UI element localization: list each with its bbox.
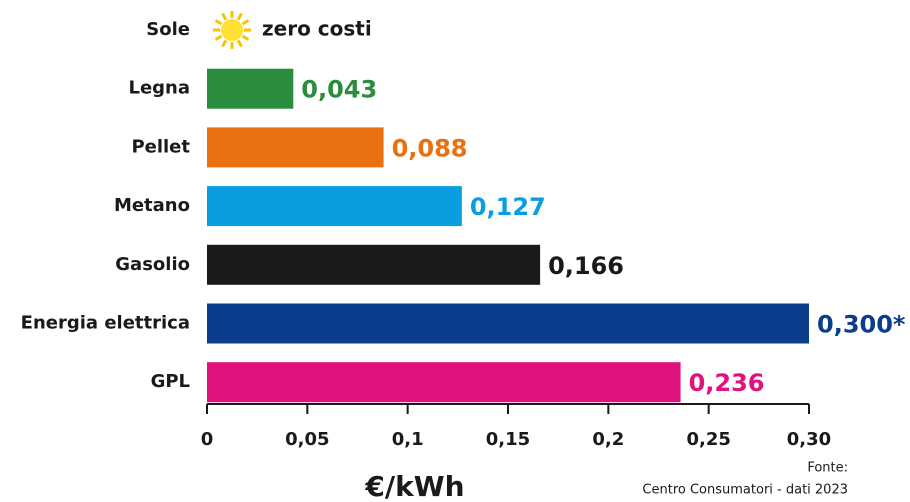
bar	[207, 186, 462, 226]
y-tick-label: Sole	[146, 19, 190, 40]
x-tick-label: 0,15	[486, 429, 530, 450]
chart: €/kWh Fonte: Centro Consumatori - dati 2…	[0, 0, 910, 502]
bar	[207, 127, 384, 167]
source: Fonte:	[807, 461, 848, 476]
source: Centro Consumatori - dati 2023	[642, 483, 848, 498]
y-tick-label: GPL	[151, 371, 190, 392]
value-label: 0,236	[689, 369, 765, 397]
x-tick-label: 0,1	[392, 429, 424, 450]
bar	[207, 304, 809, 344]
x-tick-label: 0,30	[787, 429, 831, 450]
x-tick-label: 0,25	[686, 429, 730, 450]
value-label: 0,088	[392, 134, 468, 162]
x-tick-label: 0	[201, 429, 214, 450]
value-label: 0,043	[301, 76, 377, 104]
bar	[207, 362, 681, 402]
y-tick-label: Gasolio	[115, 254, 190, 275]
y-tick-label: Metano	[114, 195, 190, 216]
value-label: zero costi	[262, 17, 372, 41]
y-tick-label: Energia elettrica	[21, 313, 190, 334]
value-label: 0,166	[548, 252, 624, 280]
x-tick-label: 0,05	[285, 429, 329, 450]
value-label: 0,300*	[817, 311, 906, 339]
bar	[207, 69, 293, 109]
bar	[207, 245, 540, 285]
x-tick-label: 0,2	[592, 429, 624, 450]
page: {"chart_data": {"type": "barh", "categor…	[0, 0, 910, 502]
y-tick-label: Legna	[128, 78, 190, 99]
y-tick-label: Pellet	[131, 136, 190, 157]
x-axis-label: €/kWh	[364, 470, 464, 502]
value-label: 0,127	[470, 193, 546, 221]
sun-icon	[213, 11, 251, 49]
